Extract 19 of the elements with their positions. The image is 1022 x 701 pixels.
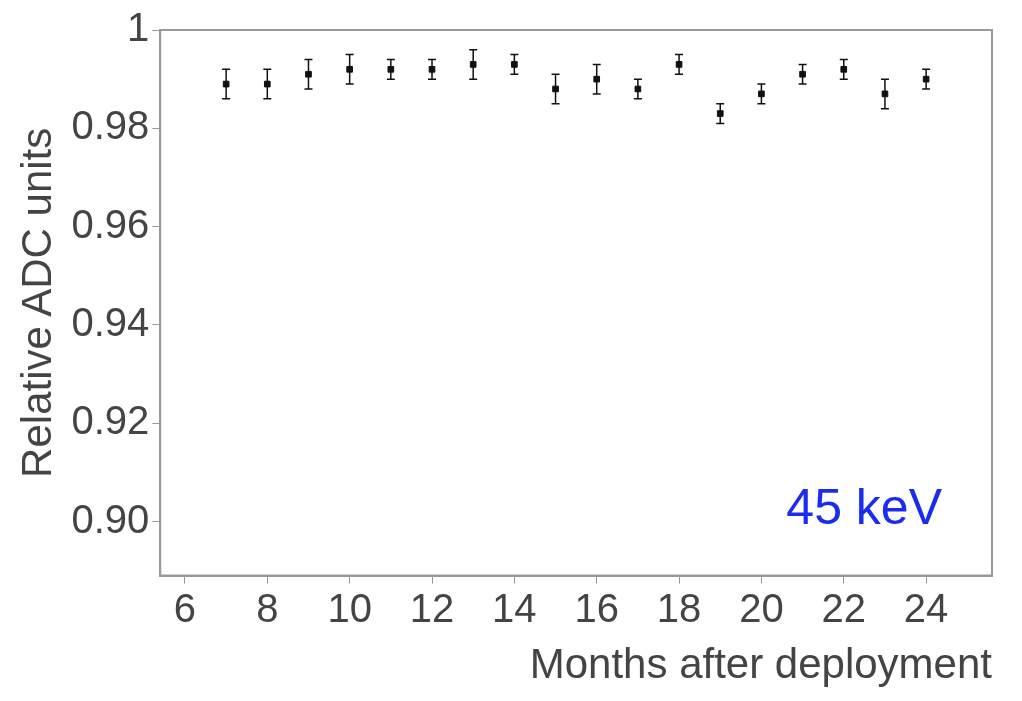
y-tick-label: 1	[127, 5, 150, 50]
x-tick-label: 22	[821, 585, 867, 630]
x-axis-title: Months after deployment	[529, 640, 993, 688]
x-tick-label: 16	[574, 585, 619, 630]
y-tick-label: 0.98	[71, 103, 150, 148]
x-tick-label: 24	[903, 585, 949, 630]
x-tick-label: 8	[256, 585, 279, 630]
x-tick-label: 14	[492, 585, 537, 630]
x-tick-label: 6	[173, 585, 197, 630]
x-tick-label: 10	[327, 585, 372, 630]
y-tick-label: 0.96	[71, 201, 150, 246]
x-tick-label: 12	[409, 585, 455, 630]
y-tick-label: 0.94	[71, 299, 150, 344]
annotation: 45 keV	[786, 479, 943, 536]
y-tick-label: 0.90	[71, 496, 150, 541]
y-axis-title: Relative ADC units	[12, 127, 60, 478]
x-tick-label: 18	[656, 585, 702, 630]
y-tick-label: 0.92	[71, 398, 150, 443]
x-tick-label: 20	[739, 585, 784, 630]
